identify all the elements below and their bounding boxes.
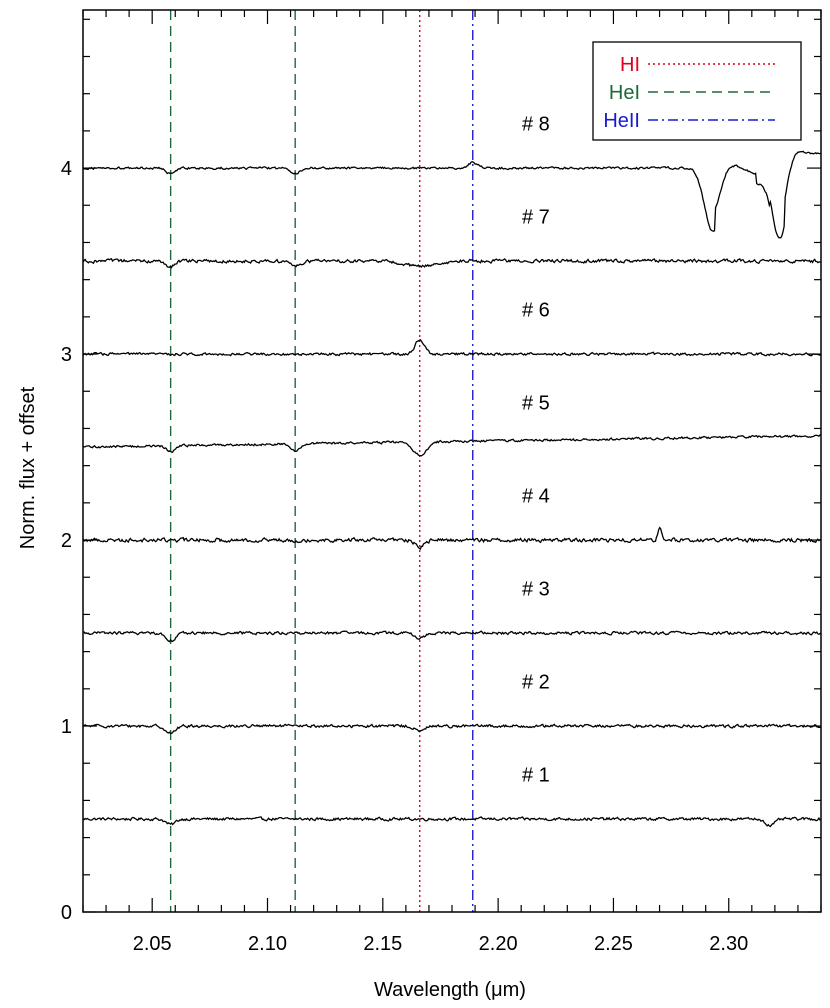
axis-ticks — [82, 10, 822, 913]
legend-label-heii: HeII — [603, 110, 640, 132]
spectrum-line — [82, 150, 822, 239]
x-tick-label: 2.10 — [248, 933, 287, 955]
series-label: # 4 — [522, 485, 550, 507]
legend-label-hi: HI — [620, 54, 640, 76]
y-tick-labels: 0 1 2 3 4 — [61, 158, 72, 924]
spectrum-line — [82, 434, 822, 457]
spectrum-line — [82, 258, 822, 269]
y-tick-label: 0 — [61, 902, 72, 924]
plot-frame — [82, 9, 822, 913]
spectrum-line — [82, 816, 822, 828]
series-label: # 1 — [522, 764, 550, 786]
series-label: # 6 — [522, 299, 550, 321]
series-label: # 2 — [522, 671, 550, 693]
series-label: # 3 — [522, 578, 550, 600]
spectrum-line — [82, 338, 822, 357]
y-axis-label: Norm. flux + offset — [17, 386, 39, 549]
series-labels: # 1 # 2 # 3 # 4 # 5 # 6 # 7 # 8 — [522, 113, 550, 786]
x-tick-label: 2.25 — [594, 933, 633, 955]
x-tick-label: 2.05 — [133, 933, 172, 955]
series-label: # 7 — [522, 206, 550, 228]
spectrum-line — [82, 526, 822, 550]
legend-label-hei: HeI — [609, 82, 640, 104]
y-tick-label: 4 — [61, 158, 72, 180]
series-label: # 8 — [522, 113, 550, 135]
spectrum-line — [82, 723, 822, 735]
legend: HI HeI HeII — [592, 41, 802, 141]
y-tick-label: 3 — [61, 344, 72, 366]
reference-lines — [169, 10, 474, 912]
legend-box — [592, 41, 802, 141]
series-label: # 5 — [522, 392, 550, 414]
spectrum-line — [82, 630, 822, 643]
x-tick-label: 2.20 — [479, 933, 518, 955]
y-tick-label: 2 — [61, 530, 72, 552]
x-tick-label: 2.15 — [363, 933, 402, 955]
y-tick-label: 1 — [61, 716, 72, 738]
x-tick-labels: 2.05 2.10 2.15 2.20 2.25 2.30 — [133, 933, 749, 955]
x-axis-label: Wavelength (μm) — [374, 979, 526, 1001]
x-tick-label: 2.30 — [709, 933, 748, 955]
spectra-series — [82, 150, 822, 828]
